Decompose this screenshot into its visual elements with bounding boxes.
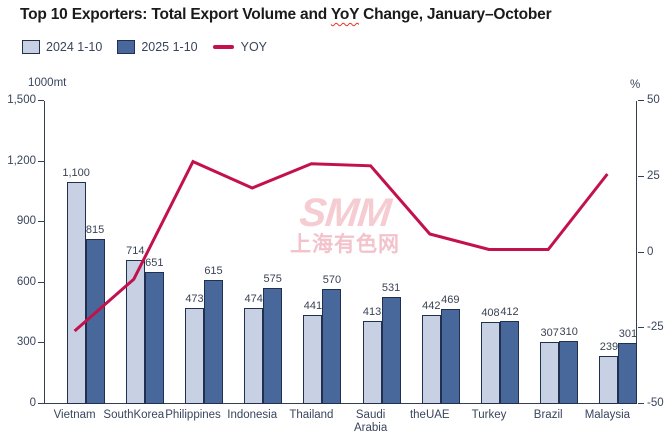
x-axis-label-malaysia: Malaysia [584, 409, 631, 421]
bar-value-label-2025-saudi-arabia: 531 [381, 281, 401, 294]
y-axis-tick-left [38, 281, 44, 283]
bar-value-label-2024-indonesia: 474 [244, 293, 263, 306]
bar-value-label-2024-southkorea: 714 [126, 244, 145, 257]
y-axis-tick-right [638, 100, 644, 101]
y-axis-tick-left [38, 342, 44, 344]
x-axis-label-saudi-arabia: Saudi Arabia [353, 409, 388, 434]
smm-logo-text: SMM [297, 191, 393, 235]
legend-item-2025: 2025 1-10 [117, 40, 198, 54]
legend-swatch-2024 [22, 40, 40, 54]
legend-label-2025: 2025 1-10 [141, 40, 198, 54]
x-axis-label-theuae: theUAE [409, 409, 450, 421]
bar-2024-brazil [540, 341, 560, 404]
bar-2024-saudi-arabia [362, 320, 382, 404]
y-axis-tick-label-left: 900 [16, 215, 36, 228]
bar-value-label-2025-malaysia: 301 [618, 328, 638, 341]
bar-value-label-2025-southkorea: 651 [145, 257, 164, 270]
y-axis-tick-label-left: 0 [29, 397, 36, 409]
bar-2025-malaysia [618, 343, 638, 404]
bar-value-label-2025-thailand: 570 [322, 273, 342, 286]
y-axis-tick-left [38, 221, 44, 223]
legend-label-yoy: YOY [240, 40, 268, 54]
y-axis-tick-label-left: 1,500 [7, 94, 36, 106]
x-axis-label-vietnam: Vietnam [53, 409, 96, 421]
y-axis-tick-left [38, 100, 44, 101]
y-axis-left [44, 101, 45, 404]
bar-2024-philippines [185, 308, 204, 404]
title-yoy-word: YoY [330, 6, 359, 23]
bar-value-label-2025-indonesia: 575 [263, 272, 282, 285]
left-axis-unit-label: 1000mt [28, 77, 67, 89]
smm-chinese-text: 上海有色网 [290, 233, 400, 256]
legend-swatch-2025 [117, 40, 136, 54]
title-text-end: Change, January–October [358, 6, 552, 23]
bar-value-label-2024-vietnam: 1,100 [62, 166, 90, 179]
bar-value-label-2024-philippines: 473 [185, 293, 204, 306]
bar-2024-indonesia [244, 308, 264, 404]
y-axis-tick-right [638, 175, 644, 177]
x-axis-label-southkorea: SouthKorea [103, 409, 165, 421]
title-text-start: Top 10 Exporters: Total Export Volume an… [20, 6, 331, 23]
y-axis-tick-label-left: 1,200 [7, 154, 36, 167]
bar-value-label-2025-theuae: 469 [441, 294, 460, 307]
x-axis-label-turkey: Turkey [471, 409, 507, 421]
chart-title: Top 10 Exporters: Total Export Volume an… [20, 6, 552, 24]
legend-line-yoy-icon [212, 45, 234, 49]
y-axis-tick-left [38, 403, 44, 404]
bar-value-label-2024-thailand: 441 [303, 299, 323, 312]
bar-2024-vietnam [66, 181, 86, 404]
bar-2024-turkey [481, 321, 500, 404]
bar-value-label-2025-philippines: 615 [204, 264, 223, 277]
bar-2024-thailand [303, 314, 323, 404]
y-axis-tick-right [638, 403, 644, 404]
bar-value-label-2025-turkey: 412 [500, 305, 519, 318]
y-axis-tick-label-left: 300 [16, 336, 36, 349]
y-axis-right [636, 101, 637, 404]
bar-2024-southkorea [125, 259, 145, 404]
y-axis-tick-label-right: 25 [647, 169, 660, 182]
y-axis-tick-right [638, 327, 644, 329]
bar-value-label-2025-brazil: 310 [559, 326, 578, 339]
legend-label-2024: 2024 1-10 [46, 40, 103, 54]
bar-2025-southkorea [144, 272, 164, 404]
y-axis-tick-label-right: 0 [647, 245, 654, 258]
y-axis-tick-label-left: 600 [16, 275, 36, 288]
y-axis-tick-label-right: -25 [647, 321, 664, 334]
y-axis-tick-label-right: -50 [647, 397, 664, 409]
x-axis-label-brazil: Brazil [533, 409, 563, 421]
bar-value-label-2025-vietnam: 815 [85, 224, 105, 237]
bar-2025-turkey [500, 320, 519, 404]
bar-2025-vietnam [85, 239, 105, 404]
y-axis-tick-left [38, 160, 44, 162]
y-axis-tick-label-right: 50 [647, 94, 660, 106]
bar-2024-malaysia [599, 355, 619, 404]
bar-2024-theuae [421, 314, 441, 404]
bar-value-label-2024-malaysia: 239 [599, 340, 619, 353]
legend-item-yoy: YOY [212, 40, 268, 54]
bar-2025-brazil [559, 341, 579, 404]
right-axis-unit-label: % [630, 79, 641, 91]
legend: 2024 1-10 2025 1-10 YOY [22, 40, 282, 54]
legend-item-2024: 2024 1-10 [22, 40, 102, 54]
smm-watermark: SMM 上海有色网 [281, 191, 409, 256]
y-axis-tick-right [638, 251, 644, 253]
x-axis-label-thailand: Thailand [289, 409, 334, 421]
x-axis-label-philippines: Philippines [165, 409, 221, 421]
bar-2025-theuae [440, 309, 460, 404]
bar-value-label-2024-saudi-arabia: 413 [362, 305, 382, 318]
x-axis-label-indonesia: Indonesia [227, 409, 278, 421]
